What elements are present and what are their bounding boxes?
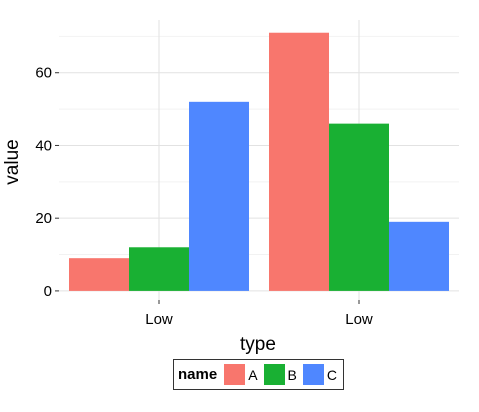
legend-item-c: C <box>302 364 340 385</box>
legend-item-a: A <box>224 364 260 385</box>
y-tick-label: 20 <box>35 210 52 227</box>
legend-key-b <box>263 364 285 385</box>
y-axis-ticks: 0 20 40 60 <box>35 65 59 300</box>
y-tick-label: 60 <box>35 65 52 82</box>
x-tick-label: Low <box>145 311 173 328</box>
y-axis-title: value <box>2 139 23 184</box>
bar-b-2 <box>329 123 389 291</box>
y-tick-label: 40 <box>35 137 52 154</box>
legend: name A B C <box>173 359 344 390</box>
bars <box>69 32 449 291</box>
bar-c-2 <box>389 221 449 291</box>
bar-a-1 <box>69 258 129 291</box>
legend-key-c <box>302 364 324 385</box>
legend-label-a: A <box>248 366 258 383</box>
x-axis-ticks: Low Low <box>145 300 373 328</box>
y-tick-label: 0 <box>44 283 52 300</box>
x-tick-label: Low <box>345 311 373 328</box>
bar-a-2 <box>269 32 329 291</box>
x-axis-title: type <box>240 334 276 355</box>
legend-item-b: B <box>263 364 300 385</box>
legend-label-b: B <box>287 366 297 383</box>
bar-b-1 <box>129 247 189 291</box>
legend-label-c: C <box>326 366 337 383</box>
legend-title: name <box>178 366 218 383</box>
bar-c-1 <box>189 101 249 291</box>
legend-key-a <box>224 364 246 385</box>
